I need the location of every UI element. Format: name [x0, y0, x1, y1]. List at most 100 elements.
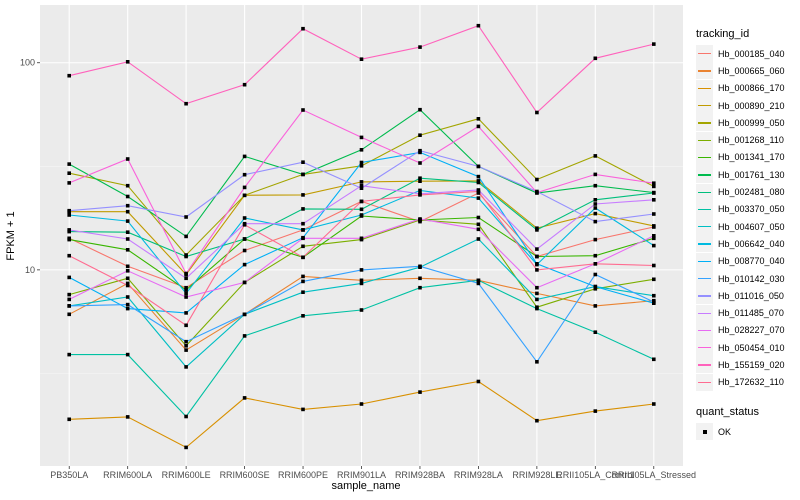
line-swatch-icon: [698, 122, 711, 124]
data-point: [652, 277, 656, 282]
data-point: [184, 414, 188, 419]
data-point: [184, 344, 188, 348]
data-point: [593, 206, 598, 210]
legend-title: tracking_id: [696, 28, 750, 40]
line-swatch-icon: [698, 208, 711, 211]
data-point: [184, 348, 188, 352]
data-point: [593, 154, 598, 158]
data-point: [67, 213, 71, 217]
x-tick-label: RRII105LA_Control: [556, 470, 634, 480]
data-point: [652, 236, 656, 241]
data-point: [652, 243, 656, 248]
legend-key: [696, 287, 713, 305]
x-tick-label: PB350LA: [50, 470, 88, 480]
data-point: [125, 237, 130, 241]
data-point: [535, 268, 539, 272]
data-point: [535, 418, 539, 423]
legend-label: Hb_000999_050: [718, 117, 785, 128]
data-point: [242, 312, 247, 317]
legend-tracking-id: tracking_id Hb_000185_040 Hb_000665_060 Hb…: [690, 28, 798, 391]
legend-item: Hb_011016_050: [690, 287, 798, 305]
data-point: [593, 409, 598, 413]
data-point: [652, 181, 656, 185]
data-point: [67, 181, 71, 185]
data-point: [418, 285, 422, 290]
legend-key: [696, 373, 713, 391]
data-point: [593, 202, 598, 206]
legend-key: [696, 131, 713, 149]
data-point: [418, 148, 422, 153]
legend-item: Hb_011485_070: [690, 304, 798, 322]
legend-item-ok: OK: [690, 423, 759, 441]
data-point: [418, 176, 422, 180]
line-swatch-icon: [698, 329, 711, 332]
data-point: [652, 191, 656, 195]
legend-label: Hb_001761_130: [718, 169, 785, 180]
line-swatch-icon: [698, 226, 711, 228]
data-point: [359, 148, 364, 152]
data-point: [476, 237, 481, 241]
line-swatch-icon: [698, 381, 711, 384]
data-point: [418, 161, 422, 165]
data-point: [125, 281, 130, 286]
x-axis-title: sample_name: [331, 480, 400, 492]
data-point: [67, 352, 71, 357]
data-point: [301, 236, 305, 241]
data-point: [242, 82, 247, 87]
data-point: [476, 215, 481, 220]
legend-key: [696, 79, 713, 97]
legend-item: Hb_000999_050: [690, 114, 798, 132]
data-point: [359, 213, 364, 217]
legend-label: Hb_050454_010: [718, 342, 785, 353]
legend-key: [696, 218, 713, 236]
y-tick-label: 100: [20, 58, 35, 68]
data-point: [301, 274, 305, 279]
data-point: [476, 117, 481, 121]
legend-item: Hb_172632_110: [690, 373, 798, 391]
y-axis: 10 100: [20, 58, 40, 275]
data-point: [476, 180, 481, 185]
data-point: [359, 268, 364, 272]
data-point: [67, 237, 71, 242]
data-point: [359, 183, 364, 188]
data-point: [301, 160, 305, 164]
data-point: [67, 304, 71, 308]
data-point: [359, 180, 364, 184]
legend-item: Hb_010142_030: [690, 270, 798, 287]
data-point: [418, 193, 422, 197]
data-point: [301, 407, 305, 412]
data-point: [184, 339, 188, 344]
legend-item: Hb_000866_170: [690, 79, 798, 97]
data-point: [242, 172, 247, 177]
data-point: [359, 308, 364, 312]
data-point: [125, 306, 130, 311]
data-point: [125, 283, 130, 288]
data-point: [535, 190, 539, 195]
data-point: [125, 248, 130, 252]
data-point: [125, 264, 130, 269]
legend-key: [696, 200, 713, 218]
data-point: [67, 253, 71, 258]
data-point: [593, 172, 598, 177]
data-point: [476, 379, 481, 384]
legend-item: Hb_028227_070: [690, 321, 798, 339]
legend-label: Hb_172632_110: [718, 377, 784, 388]
line-swatch-icon: [698, 70, 711, 72]
data-point: [125, 209, 130, 214]
data-point: [184, 285, 188, 290]
legend-label: Hb_001268_110: [718, 135, 784, 146]
legend-key: [696, 270, 713, 287]
legend-key: [696, 97, 713, 115]
data-point: [359, 160, 364, 165]
data-point: [418, 45, 422, 49]
data-point: [301, 228, 305, 232]
x-tick-label: RRIM600PE: [278, 470, 328, 480]
data-point: [125, 415, 130, 419]
x-tick-label: RRIM928LE: [512, 470, 561, 480]
y-axis-title: FPKM + 1: [5, 211, 17, 260]
data-point: [535, 247, 539, 251]
data-point: [242, 185, 247, 190]
legend-quant-status: quant_status OK: [690, 406, 759, 441]
data-point: [593, 219, 598, 224]
